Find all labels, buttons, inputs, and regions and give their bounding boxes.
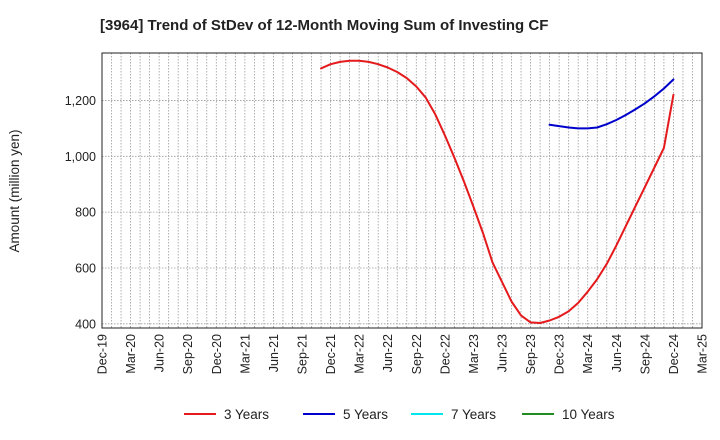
legend-label-10-years: 10 Years [562, 407, 615, 422]
y-tick-label: 400 [75, 317, 96, 331]
x-tick-label: Dec-23 [553, 334, 567, 374]
x-tick-label: Dec-20 [210, 334, 224, 374]
y-tick-label: 1,000 [65, 150, 96, 164]
y-tick-label: 1,200 [65, 94, 96, 108]
series-group [320, 59, 675, 324]
x-tick-label: Jun-22 [381, 334, 395, 372]
plot-border [101, 52, 703, 329]
x-tick-label: Sep-23 [524, 334, 538, 374]
x-tick-label: Dec-19 [96, 334, 110, 374]
x-tick-label: Jun-20 [153, 334, 167, 372]
x-tick-label: Dec-24 [667, 334, 681, 374]
legend-label-7-years: 7 Years [451, 407, 496, 422]
x-tick-label: Sep-21 [296, 334, 310, 374]
plot-area [102, 53, 702, 328]
x-tick-label: Mar-24 [581, 334, 595, 374]
y-tick-label: 800 [75, 206, 96, 220]
x-tick-label: Mar-22 [353, 334, 367, 374]
x-tick-label: Jun-21 [267, 334, 281, 372]
x-tick-label: Jun-23 [496, 334, 510, 372]
legend-label-5-years: 5 Years [343, 407, 388, 422]
chart-title: [3964] Trend of StDev of 12-Month Moving… [100, 17, 548, 34]
y-tick-labels: 400 600 800 1,000 1,200 [65, 94, 96, 331]
x-tick-label: Mar-21 [238, 334, 252, 374]
x-tick-label: Dec-22 [438, 334, 452, 374]
x-tick-label: Dec-21 [324, 334, 338, 374]
series-line-3-years [320, 59, 675, 324]
x-tick-label: Sep-22 [410, 334, 424, 374]
x-tick-label: Mar-20 [124, 334, 138, 374]
series-line-5-years [548, 78, 675, 130]
y-tick-label: 600 [75, 261, 96, 275]
x-tick-labels: Dec-19 Mar-20 Jun-20 Sep-20 Dec-20 Mar-21 Jun-… [96, 334, 710, 374]
y-axis-label: Amount (million yen) [7, 129, 22, 252]
x-tick-label: Sep-20 [181, 334, 195, 374]
x-tick-label: Sep-24 [638, 334, 652, 374]
legend-label-3-years: 3 Years [224, 407, 269, 422]
x-tick-label: Mar-25 [696, 334, 710, 374]
legend: 3 Years 5 Years 7 Years 10 Years [184, 407, 615, 422]
x-tick-label: Jun-24 [610, 334, 624, 372]
x-tick-label: Mar-23 [467, 334, 481, 374]
